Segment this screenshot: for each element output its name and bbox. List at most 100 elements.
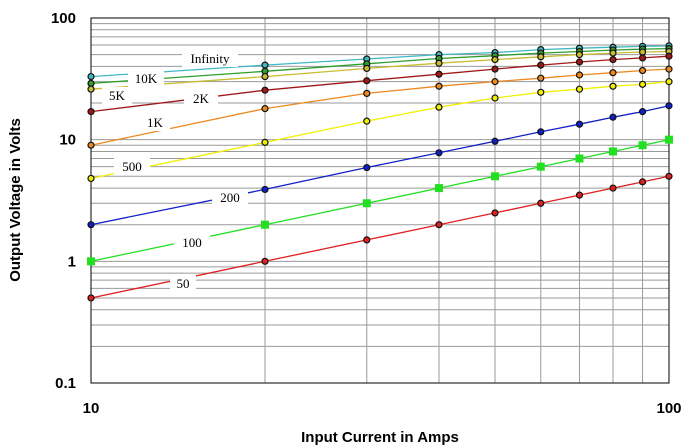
data-point — [665, 78, 673, 86]
series-line-1K — [90, 68, 670, 146]
data-point — [575, 58, 584, 66]
data-point — [537, 88, 545, 96]
chart-grid — [91, 18, 669, 383]
data-point — [261, 61, 269, 69]
data-point — [87, 72, 95, 81]
data-point — [609, 56, 617, 64]
series-label-background — [102, 87, 132, 104]
series-line-Infinity — [90, 45, 670, 78]
data-point — [491, 137, 499, 145]
data-point — [261, 257, 269, 265]
x-tick-label: 10 — [83, 400, 100, 417]
data-point — [261, 72, 269, 81]
series-label-background — [170, 275, 196, 292]
series-labels-group: Infinity 10K 5K 2K 1K 500 200 100 50 — [102, 50, 248, 292]
data-point — [87, 79, 95, 88]
data-point — [638, 80, 647, 88]
y-axis-title: Output Voltage in Volts — [7, 118, 24, 282]
data-point — [665, 65, 673, 73]
data-point — [638, 66, 647, 75]
data-point — [435, 221, 443, 229]
data-point — [87, 221, 95, 229]
data-point — [260, 220, 269, 229]
data-point — [87, 294, 95, 302]
data-point — [491, 209, 499, 217]
y-tick-label: 0.1 — [55, 375, 76, 392]
data-point — [435, 82, 443, 90]
data-point — [608, 147, 617, 156]
data-point — [537, 128, 545, 136]
series-label-background — [174, 234, 210, 251]
tick-labels-group: 100 10 1 0.1 10 100 — [51, 10, 682, 417]
data-point — [609, 69, 617, 77]
y-tick-label: 10 — [59, 132, 76, 149]
series-label-background — [184, 90, 218, 107]
data-point — [491, 65, 499, 73]
data-point — [609, 113, 617, 121]
series-label: 1K — [147, 115, 164, 130]
series-label: 200 — [220, 190, 240, 205]
data-point — [638, 54, 647, 62]
data-point — [536, 162, 545, 171]
data-point — [363, 89, 371, 98]
series-line-5K — [90, 50, 670, 90]
data-point — [491, 56, 499, 64]
data-point — [435, 149, 443, 157]
x-tick-label: 100 — [656, 400, 681, 417]
series-label: 5K — [109, 88, 126, 103]
data-point — [363, 64, 371, 73]
data-point — [575, 85, 584, 93]
data-point — [575, 191, 584, 199]
data-point — [363, 77, 371, 85]
data-point — [87, 108, 95, 116]
series-line-2K — [90, 55, 670, 113]
series-label-background — [128, 70, 164, 87]
series-line-500 — [90, 80, 670, 180]
data-point — [537, 53, 545, 61]
data-point — [261, 185, 269, 194]
data-point — [575, 71, 584, 79]
series-label: 10K — [135, 71, 158, 86]
data-point — [87, 257, 95, 266]
plot-area-frame — [90, 17, 670, 384]
data-point — [363, 163, 371, 172]
y-tick-label: 100 — [51, 10, 76, 27]
series-label-background — [114, 158, 150, 175]
data-point — [434, 184, 443, 193]
data-point — [638, 141, 647, 150]
data-point — [435, 70, 443, 78]
data-point — [435, 103, 443, 111]
data-point — [87, 141, 95, 149]
data-point — [575, 154, 584, 163]
series-label-background — [140, 114, 170, 131]
series-line-100 — [90, 139, 670, 262]
series-line-50 — [90, 175, 670, 299]
data-point — [362, 199, 371, 208]
data-point — [491, 94, 499, 102]
data-point — [363, 236, 371, 244]
data-point — [638, 178, 647, 186]
data-point — [575, 120, 584, 128]
data-point — [609, 49, 617, 57]
data-point — [87, 85, 95, 93]
data-point — [575, 51, 584, 59]
data-point — [665, 135, 673, 144]
series-line-200 — [90, 105, 670, 226]
data-point — [261, 138, 269, 146]
series-label: 2K — [193, 91, 210, 106]
series-label-background — [182, 50, 238, 67]
data-point — [665, 102, 673, 110]
data-point — [537, 61, 545, 69]
x-axis-title: Input Current in Amps — [301, 429, 459, 446]
data-point — [537, 199, 545, 207]
data-point — [537, 74, 545, 82]
series-label: Infinity — [191, 51, 230, 66]
data-point — [491, 172, 500, 181]
data-point — [609, 82, 617, 90]
data-point — [638, 108, 647, 116]
data-point — [261, 86, 269, 94]
data-point — [609, 184, 617, 192]
y-tick-label: 1 — [68, 253, 76, 270]
data-point — [665, 172, 673, 180]
